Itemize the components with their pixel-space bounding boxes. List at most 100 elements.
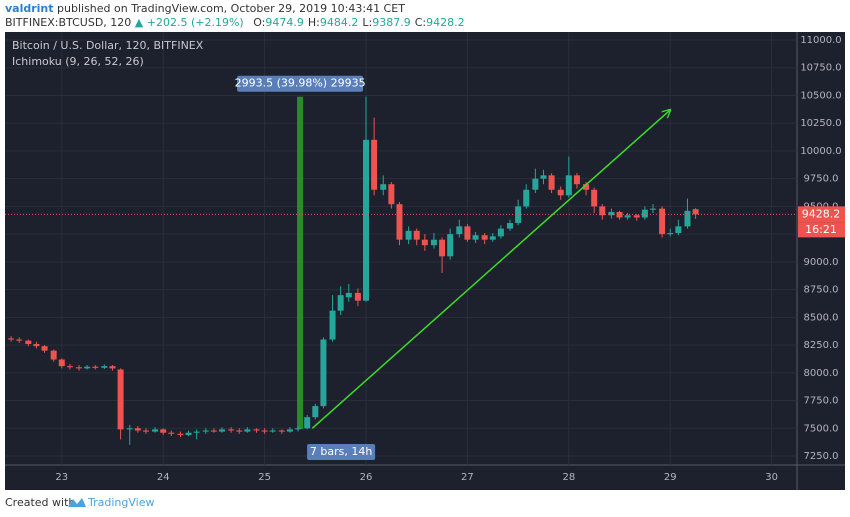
y-tick-label: 9000.0 [804, 257, 839, 268]
candle-body [25, 340, 32, 344]
measure-range [297, 96, 304, 429]
candle-body [193, 431, 200, 433]
last-price-box [798, 206, 845, 223]
quote-value: 9387.9 [372, 16, 411, 29]
candle-body [583, 184, 590, 190]
candle-body [278, 430, 285, 432]
candle-body [481, 235, 488, 240]
candle-body [304, 417, 311, 429]
chart-panel [5, 32, 845, 490]
chart-title: Bitcoin / U.S. Dollar, 120, BITFINEX [12, 39, 204, 52]
candle-body [33, 343, 40, 347]
candle-body [50, 350, 57, 360]
countdown-box [798, 222, 845, 238]
candle-body [345, 292, 352, 298]
arrow-up: ▲ [135, 16, 144, 29]
candle-body [523, 189, 530, 207]
candle-body [261, 430, 268, 432]
x-tick-label: 25 [258, 472, 271, 483]
x-tick-label: 27 [461, 472, 474, 483]
candle-body [447, 234, 454, 257]
quote: O:9474.9 H:9484.2 L:9387.9 C:9428.2 [253, 16, 464, 29]
candle-body [92, 366, 99, 368]
quote-value: 9474.9 [265, 16, 304, 29]
x-tick-label: 30 [765, 472, 778, 483]
candle-body [684, 210, 691, 227]
candle-body [253, 429, 260, 431]
candle-body [608, 211, 615, 216]
x-tick-label: 26 [360, 472, 373, 483]
candle-body [168, 432, 175, 434]
x-tick-label: 24 [157, 472, 170, 483]
candle-body [210, 430, 217, 432]
candle-body [650, 208, 656, 210]
author: valdrint [5, 2, 54, 15]
x-tick-label: 23 [55, 472, 68, 483]
candle-body [109, 366, 116, 369]
candle-body [295, 428, 302, 430]
candle-body [616, 211, 623, 218]
candle-body [312, 406, 319, 418]
candle-body [421, 239, 428, 246]
candle-body [380, 184, 387, 190]
candle-body [641, 209, 648, 218]
y-tick-label: 10500.0 [800, 90, 841, 101]
x-tick-label: 29 [664, 472, 677, 483]
candle-body [659, 208, 666, 235]
measure-label: 2993.5 (39.98%) 29935 [235, 77, 366, 90]
quote-value: 9428.2 [426, 16, 465, 29]
bars-label-box [307, 444, 376, 460]
candle-body [337, 295, 344, 311]
bars-label: 7 bars, 14h [310, 445, 372, 458]
candle-body [599, 206, 606, 216]
candle-body [117, 369, 124, 430]
candle-body [573, 175, 580, 185]
published: published on TradingView.com, October 29… [57, 2, 405, 15]
candle-body [591, 189, 598, 207]
candle-body [396, 204, 403, 240]
candle-body [507, 223, 514, 229]
candle-body [472, 235, 479, 240]
quote-value: 9484.2 [320, 16, 359, 29]
candle-body [41, 346, 48, 351]
publish-line: valdrint published on TradingView.com, O… [5, 2, 405, 15]
created-with: Created with [5, 496, 75, 509]
candle-body [667, 233, 674, 235]
candle-body [185, 432, 192, 435]
candle-body [8, 338, 15, 340]
candle-body [202, 430, 209, 432]
candle-body [371, 139, 378, 190]
candle-body [557, 189, 564, 196]
countdown: 16:21 [805, 223, 837, 236]
candle-body [363, 139, 370, 301]
measure-label-box [237, 75, 364, 92]
candle-body [464, 226, 471, 240]
tv-logo [68, 498, 86, 507]
candle-body [134, 428, 141, 431]
candle-body [228, 429, 235, 431]
candle-body [160, 429, 167, 433]
indicator-label: Ichimoku (9, 26, 52, 26) [12, 55, 144, 68]
candle-body [354, 292, 361, 301]
candle-body [66, 366, 73, 368]
candle-body [84, 366, 91, 369]
candle-body [76, 367, 83, 369]
candle-body [320, 339, 327, 407]
y-tick-label: 8750.0 [804, 285, 839, 296]
candle-body [675, 226, 682, 234]
candle-body [219, 429, 226, 432]
quote-label: O: [253, 16, 265, 29]
y-tick-label: 7250.0 [804, 451, 839, 462]
candle-body [633, 215, 640, 218]
trend-line [311, 110, 670, 429]
candle-body [152, 429, 159, 432]
candle-body [692, 209, 699, 215]
brand[interactable]: TradingView [87, 496, 154, 509]
candle-body [540, 175, 547, 179]
candle-body [548, 175, 555, 190]
y-tick-label: 11000.0 [800, 35, 841, 46]
candle-body [286, 429, 293, 432]
candle-body [439, 239, 446, 257]
